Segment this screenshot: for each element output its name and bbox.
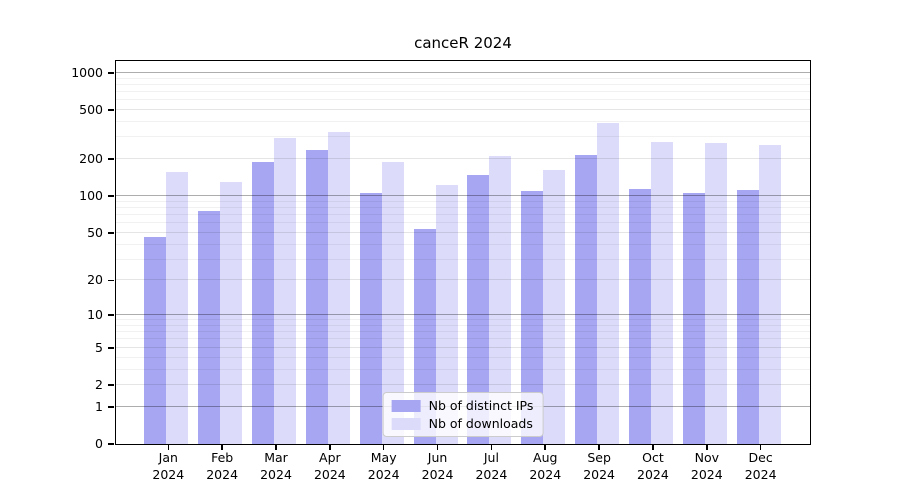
x-tick-label-feb: Feb 2024 [206, 450, 239, 482]
x-tick-jul [490, 445, 493, 450]
x-tick-may [382, 445, 385, 450]
bar-downloads-mar [274, 138, 296, 444]
x-tick-label-nov: Nov 2024 [690, 450, 723, 482]
y-tick-1 [108, 405, 114, 408]
y-tick-500 [108, 109, 114, 111]
gridline-400 [116, 121, 810, 122]
legend-label-distinct-ips: Nb of distinct IPs [428, 398, 534, 413]
bar-downloads-jul [489, 155, 512, 444]
bar-downloads-may [381, 162, 404, 444]
y-tick-200 [108, 158, 114, 160]
y-tick-2 [108, 384, 114, 386]
x-tick-dec [759, 445, 762, 450]
gridline-1000 [116, 71, 810, 73]
x-tick-jun [436, 445, 439, 450]
bar-downloads-sep [597, 123, 620, 444]
bar-ips-jun [413, 228, 436, 444]
x-tick-label-dec: Dec 2024 [744, 450, 777, 482]
bar-downloads-aug [543, 170, 566, 444]
bar-ips-apr [305, 149, 328, 444]
bar-downloads-oct [650, 142, 673, 444]
y-tick-0 [108, 443, 114, 445]
bar-downloads-feb [220, 181, 243, 444]
legend-swatch-distinct-ips-icon [391, 399, 421, 412]
gridline-600 [116, 99, 810, 101]
x-tick-label-sep: Sep 2024 [583, 450, 615, 482]
legend-item-downloads: Nb of downloads [391, 416, 534, 431]
y-tick-label-200: 200 [79, 151, 103, 167]
y-tick-label-0: 0 [95, 436, 103, 451]
x-tick-apr [329, 445, 331, 450]
bar-ips-oct [628, 189, 651, 444]
gridline-500 [116, 109, 810, 111]
y-tick-label-20: 20 [87, 272, 103, 288]
x-tick-label-aug: Aug 2024 [529, 450, 562, 482]
bar-ips-dec [736, 189, 759, 444]
x-tick-oct [652, 445, 654, 450]
bar-downloads-jun [435, 185, 458, 444]
x-tick-label-oct: Oct 2024 [637, 450, 669, 482]
y-tick-label-5: 5 [95, 339, 103, 355]
x-tick-label-mar: Mar 2024 [260, 450, 292, 482]
x-tick-sep [598, 445, 600, 450]
bar-ips-sep [575, 154, 598, 444]
x-tick-aug [544, 445, 547, 450]
legend-label-downloads: Nb of downloads [428, 416, 533, 431]
y-tick-100 [108, 195, 114, 197]
legend-swatch-downloads-icon [391, 417, 421, 430]
y-tick-label-50: 50 [87, 224, 103, 240]
y-tick-10 [108, 314, 114, 316]
x-tick-label-apr: Apr 2024 [313, 450, 346, 482]
bar-downloads-nov [704, 142, 727, 444]
plot-area [115, 60, 811, 445]
bar-ips-feb [198, 211, 221, 444]
y-tick-label-1: 1 [95, 398, 103, 414]
bar-ips-jul [467, 174, 490, 444]
y-tick-50 [108, 231, 114, 234]
x-tick-label-jan: Jan 2024 [152, 450, 185, 482]
y-tick-label-10: 10 [87, 307, 103, 323]
bar-ips-mar [252, 161, 274, 444]
bar-ips-may [359, 192, 382, 444]
x-tick-jan [167, 445, 170, 450]
x-tick-label-jul: Jul 2024 [475, 450, 508, 482]
legend: Nb of distinct IPs Nb of downloads [382, 392, 544, 437]
x-tick-label-may: May 2024 [367, 450, 400, 482]
y-tick-label-1000: 1000 [71, 64, 103, 80]
bar-downloads-dec [758, 145, 781, 444]
chart-title: canceR 2024 [414, 34, 512, 52]
gridline-300 [116, 136, 810, 138]
gridline-900 [116, 77, 810, 79]
y-tick-label-500: 500 [79, 102, 103, 118]
legend-item-distinct-ips: Nb of distinct IPs [391, 398, 534, 413]
gridline-800 [116, 83, 810, 85]
bar-ips-nov [682, 193, 705, 444]
bar-ips-jan [144, 237, 167, 444]
bar-ips-aug [521, 190, 544, 444]
x-tick-feb [221, 445, 223, 450]
gridline-700 [116, 91, 810, 92]
x-tick-nov [706, 445, 708, 450]
x-tick-label-jun: Jun 2024 [421, 450, 454, 482]
y-tick-5 [108, 346, 114, 349]
y-tick-label-100: 100 [79, 188, 103, 204]
x-tick-mar [275, 445, 277, 450]
y-tick-1000 [108, 72, 114, 74]
y-tick-label-2: 2 [95, 376, 103, 392]
bar-downloads-jan [166, 171, 189, 444]
bar-downloads-apr [327, 132, 350, 444]
y-tick-20 [108, 279, 114, 282]
